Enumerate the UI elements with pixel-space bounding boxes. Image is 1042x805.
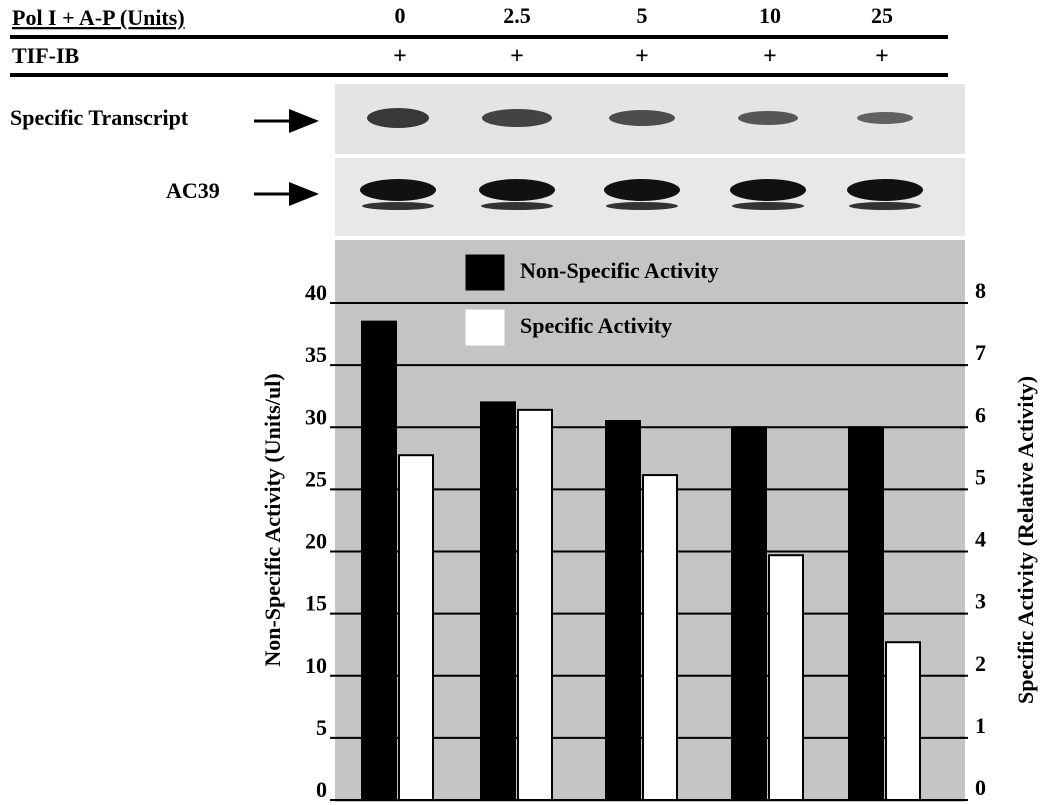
header-label: Pol I + A-P (Units) [12, 5, 185, 30]
gel-band [362, 202, 434, 210]
gel-band [604, 179, 680, 201]
y2-tick-label: 1 [975, 713, 986, 738]
y-tick-label: 10 [305, 653, 327, 678]
column-mark: + [510, 44, 524, 70]
y-tick-label: 40 [305, 280, 327, 305]
bar [518, 410, 552, 800]
gel-band [367, 108, 429, 128]
gel-band [857, 112, 913, 124]
bar [606, 421, 640, 800]
page: {"chart_data": {"type": "bar", "x_label"… [0, 0, 1042, 805]
column-label: 10 [759, 3, 781, 28]
gel-band [609, 110, 675, 126]
y2-tick-label: 8 [975, 278, 986, 303]
gel-label: Specific Transcript [10, 105, 189, 130]
y-tick-label: 35 [305, 342, 327, 367]
bar [849, 427, 883, 800]
row-label: TIF-IB [12, 43, 80, 68]
gel-band [730, 179, 806, 201]
y-tick-label: 0 [316, 777, 327, 802]
y2-tick-label: 2 [975, 651, 986, 676]
column-mark: + [393, 44, 407, 70]
y-tick-label: 25 [305, 466, 327, 491]
y2-tick-label: 7 [975, 340, 986, 365]
gel-label: AC39 [166, 178, 220, 203]
column-label: 2.5 [503, 3, 531, 28]
bar [643, 475, 677, 800]
column-label: 5 [637, 3, 648, 28]
column-mark: + [763, 44, 777, 70]
legend-swatch [466, 310, 504, 345]
figure: Pol I + A-P (Units) TIF-IB Specific Tran… [0, 0, 1042, 805]
column-label: 0 [395, 3, 406, 28]
bar [362, 322, 396, 800]
bar [769, 555, 803, 800]
y-tick-label: 5 [316, 715, 327, 740]
y-tick-label: 15 [305, 591, 327, 616]
legend-label: Non-Specific Activity [520, 258, 719, 283]
gel-band [479, 179, 555, 201]
bar [481, 402, 515, 800]
bar [732, 427, 766, 800]
y2-tick-label: 4 [975, 527, 986, 552]
gel-band [481, 202, 553, 210]
gel-band [606, 202, 678, 210]
y2-tick-label: 0 [975, 775, 986, 800]
y-tick-label: 30 [305, 404, 327, 429]
bar [886, 642, 920, 800]
column-mark: + [635, 44, 649, 70]
column-label: 25 [871, 3, 893, 28]
legend-swatch [466, 255, 504, 290]
y2-tick-label: 6 [975, 402, 986, 427]
gel-band [732, 202, 804, 210]
y-tick-label: 20 [305, 529, 327, 554]
gel-band [849, 202, 921, 210]
y2-tick-label: 3 [975, 589, 986, 614]
gel-band [360, 179, 436, 201]
legend-label: Specific Activity [520, 313, 672, 338]
y-axis-title: Non-Specific Activity (Units/ul) [260, 373, 285, 666]
bar [399, 455, 433, 800]
gel-band [482, 109, 552, 127]
y2-tick-label: 5 [975, 464, 986, 489]
y2-axis-title: Specific Activity (Relative Activity) [1013, 376, 1038, 704]
gel-band [738, 111, 798, 125]
column-mark: + [875, 44, 889, 70]
gel-band [847, 179, 923, 201]
